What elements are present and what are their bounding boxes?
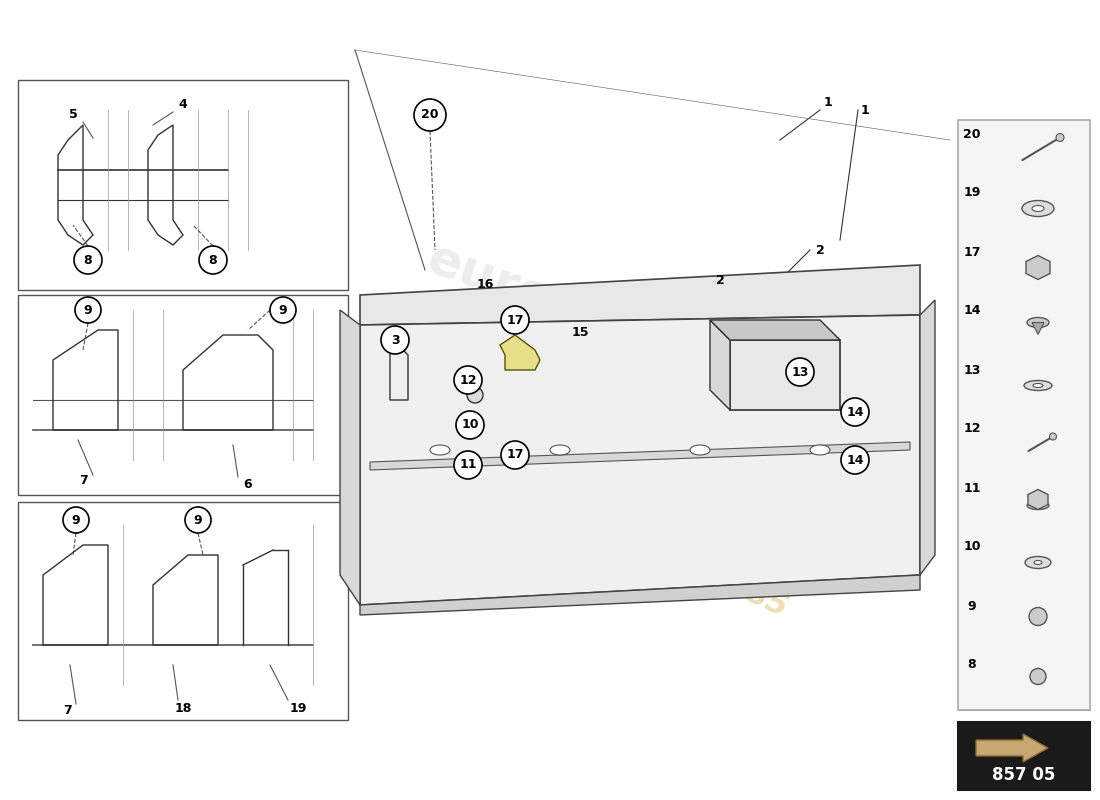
Text: 15: 15 bbox=[571, 326, 588, 338]
Bar bbox=[18, 502, 348, 720]
Text: 9: 9 bbox=[72, 514, 80, 526]
Polygon shape bbox=[976, 734, 1048, 762]
Bar bbox=[18, 80, 348, 290]
Text: 7: 7 bbox=[64, 703, 73, 717]
Circle shape bbox=[1056, 134, 1064, 142]
Text: 8: 8 bbox=[209, 254, 218, 266]
Text: 13: 13 bbox=[791, 366, 808, 378]
Ellipse shape bbox=[1027, 318, 1049, 327]
Circle shape bbox=[185, 507, 211, 533]
Text: 20: 20 bbox=[421, 109, 439, 122]
Text: 12: 12 bbox=[964, 422, 981, 435]
Bar bbox=[958, 722, 1090, 790]
Circle shape bbox=[75, 297, 101, 323]
Text: 11: 11 bbox=[460, 458, 476, 471]
Circle shape bbox=[786, 358, 814, 386]
Text: 9: 9 bbox=[194, 514, 202, 526]
Text: 1: 1 bbox=[860, 103, 869, 117]
Bar bbox=[18, 295, 348, 495]
Circle shape bbox=[63, 507, 89, 533]
Circle shape bbox=[464, 414, 476, 426]
Text: 19: 19 bbox=[964, 186, 981, 199]
Polygon shape bbox=[500, 335, 540, 370]
Ellipse shape bbox=[810, 445, 830, 455]
Text: 17: 17 bbox=[506, 314, 524, 326]
Polygon shape bbox=[920, 300, 935, 575]
Polygon shape bbox=[360, 315, 920, 605]
Circle shape bbox=[1049, 433, 1056, 440]
Ellipse shape bbox=[550, 445, 570, 455]
Polygon shape bbox=[360, 265, 920, 325]
Circle shape bbox=[500, 441, 529, 469]
Polygon shape bbox=[730, 340, 840, 410]
Circle shape bbox=[199, 246, 227, 274]
Text: 9: 9 bbox=[968, 599, 977, 613]
Text: a passion for parts since 1985: a passion for parts since 1985 bbox=[308, 377, 792, 623]
Text: 5: 5 bbox=[68, 109, 77, 122]
Text: 3: 3 bbox=[390, 334, 399, 346]
Circle shape bbox=[1030, 669, 1046, 685]
Polygon shape bbox=[710, 320, 840, 340]
Circle shape bbox=[842, 398, 869, 426]
Text: 19: 19 bbox=[289, 702, 307, 714]
Polygon shape bbox=[1028, 490, 1048, 510]
Text: 14: 14 bbox=[964, 305, 981, 318]
Ellipse shape bbox=[1032, 206, 1044, 211]
Text: 17: 17 bbox=[506, 449, 524, 462]
Text: 12: 12 bbox=[460, 374, 476, 386]
Text: eurocarparts: eurocarparts bbox=[420, 235, 780, 405]
Polygon shape bbox=[360, 575, 920, 615]
Circle shape bbox=[842, 446, 869, 474]
Circle shape bbox=[1028, 607, 1047, 626]
Circle shape bbox=[500, 306, 529, 334]
Circle shape bbox=[454, 451, 482, 479]
Circle shape bbox=[468, 387, 483, 403]
Ellipse shape bbox=[1027, 502, 1049, 510]
Text: 2: 2 bbox=[815, 243, 824, 257]
Text: 9: 9 bbox=[84, 303, 92, 317]
Polygon shape bbox=[1032, 322, 1044, 334]
Circle shape bbox=[454, 366, 482, 394]
Polygon shape bbox=[710, 320, 730, 410]
Text: 8: 8 bbox=[968, 658, 977, 671]
Ellipse shape bbox=[430, 445, 450, 455]
Text: 18: 18 bbox=[174, 702, 191, 714]
Text: 7: 7 bbox=[78, 474, 87, 486]
Text: 16: 16 bbox=[476, 278, 494, 291]
Text: 857 05: 857 05 bbox=[992, 766, 1056, 784]
Text: 10: 10 bbox=[461, 418, 478, 431]
Circle shape bbox=[381, 326, 409, 354]
Ellipse shape bbox=[1033, 383, 1043, 387]
Text: 8: 8 bbox=[84, 254, 92, 266]
Text: 4: 4 bbox=[178, 98, 187, 111]
Polygon shape bbox=[370, 442, 910, 470]
Circle shape bbox=[270, 297, 296, 323]
Circle shape bbox=[456, 411, 484, 439]
Ellipse shape bbox=[1022, 201, 1054, 217]
Text: 6: 6 bbox=[244, 478, 252, 491]
Text: 11: 11 bbox=[964, 482, 981, 494]
Text: 2: 2 bbox=[716, 274, 725, 286]
Text: 9: 9 bbox=[278, 303, 287, 317]
Circle shape bbox=[74, 246, 102, 274]
Polygon shape bbox=[1026, 255, 1050, 279]
Ellipse shape bbox=[1034, 561, 1042, 565]
Circle shape bbox=[414, 99, 446, 131]
Bar bbox=[958, 120, 1090, 710]
Polygon shape bbox=[340, 310, 360, 605]
Text: 1: 1 bbox=[824, 95, 833, 109]
Text: 17: 17 bbox=[964, 246, 981, 258]
Text: 14: 14 bbox=[846, 454, 864, 466]
Ellipse shape bbox=[1024, 381, 1052, 390]
Text: 20: 20 bbox=[964, 127, 981, 141]
Ellipse shape bbox=[690, 445, 710, 455]
Text: 14: 14 bbox=[846, 406, 864, 418]
Text: 13: 13 bbox=[964, 363, 981, 377]
Text: 10: 10 bbox=[964, 541, 981, 554]
Ellipse shape bbox=[1025, 557, 1050, 569]
